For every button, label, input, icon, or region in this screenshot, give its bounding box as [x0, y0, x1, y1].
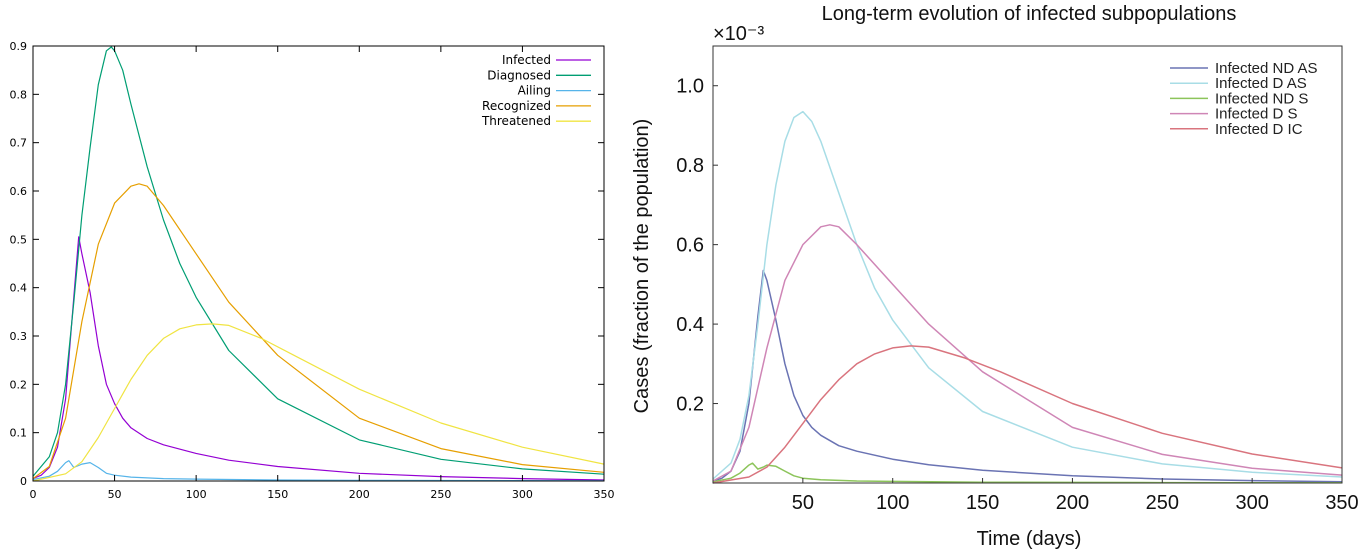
right-x-tick-label: 100	[876, 492, 909, 514]
right-series-line-infected-nd-s	[712, 462, 1343, 484]
right-legend-label-infected-d-as: Infected D AS	[1215, 75, 1307, 92]
right-x-tick-label: 300	[1235, 492, 1268, 514]
left-y-tick-label: 0	[20, 475, 27, 488]
left-y-tick-label: 0.3	[10, 330, 28, 343]
left-x-tick-label: 250	[430, 488, 451, 501]
right-y-tick-label: 0.4	[676, 314, 704, 336]
right-x-tick-label: 200	[1056, 492, 1089, 514]
left-legend-label-infected: Infected	[502, 53, 551, 67]
right-x-tick-label: 150	[966, 492, 999, 514]
left-series-line-ailing	[32, 460, 605, 482]
right-series-layer	[712, 110, 1343, 484]
left-axis-ticks: 0 50 100 150 200 250 300 350 0 0.1 0.2 0.3 0.4 0.5 0.6…	[10, 40, 615, 501]
right-y-tick-label: 0.6	[676, 235, 704, 257]
right-plot-frame	[712, 45, 1343, 484]
right-y-tick-label: 0.8	[676, 155, 704, 177]
left-y-tick-label: 0.9	[10, 40, 28, 53]
left-y-tick-label: 0.1	[10, 427, 28, 440]
right-legend-label-infected-nd-s: Infected ND S	[1215, 90, 1308, 107]
left-x-tick-label: 100	[186, 488, 207, 501]
right-y-axis-label: Cases (fraction of the population)	[631, 119, 653, 414]
left-x-tick-label: 0	[30, 488, 37, 501]
left-y-tick-label: 0.4	[10, 282, 28, 295]
right-legend-label-infected-nd-as: Infected ND AS	[1215, 60, 1318, 77]
right-y-tick-label: 1.0	[676, 76, 704, 98]
left-series-line-threatened	[32, 323, 605, 482]
left-y-tick-label: 0.2	[10, 378, 28, 391]
right-x-axis-label: Time (days)	[977, 528, 1082, 550]
right-axis-ticks: 50 100 150 200 250 300 350 0.2 0.4 0.6 0.8 1.0	[676, 76, 1359, 514]
right-x-tick-label: 350	[1325, 492, 1358, 514]
right-chart-title: Long-term evolution of infected subpopul…	[822, 3, 1237, 25]
left-x-tick-label: 50	[108, 488, 122, 501]
right-series-line-infected-d-ic	[712, 345, 1343, 484]
left-plot-frame	[32, 45, 605, 482]
right-series-line-infected-d-s	[712, 224, 1343, 482]
left-legend-label-threatened: Threatened	[481, 114, 551, 128]
left-x-tick-label: 200	[349, 488, 370, 501]
right-x-tick-label: 50	[792, 492, 814, 514]
left-x-tick-label: 300	[512, 488, 533, 501]
left-y-tick-label: 0.6	[10, 185, 28, 198]
left-legend-label-diagnosed: Diagnosed	[487, 68, 551, 82]
right-axis-multiplier: ×10⁻³	[713, 23, 764, 45]
left-legend-label-ailing: Ailing	[518, 84, 551, 98]
chart-infected-subpopulations-right: Long-term evolution of infected subpopul…	[631, 3, 1359, 550]
left-series-layer	[32, 46, 605, 482]
left-series-line-infected	[32, 236, 605, 481]
left-y-tick-label: 0.7	[10, 137, 28, 150]
left-x-tick-label: 350	[594, 488, 615, 501]
left-legend-label-recognized: Recognized	[482, 99, 551, 113]
right-legend-label-infected-d-ic: Infected D IC	[1215, 121, 1303, 138]
right-legend-label-infected-d-s: Infected D S	[1215, 106, 1298, 123]
left-series-line-recognized	[32, 183, 605, 480]
right-series-line-infected-d-as	[712, 110, 1343, 480]
left-y-tick-label: 0.5	[10, 233, 28, 246]
left-series-line-diagnosed	[32, 46, 605, 477]
left-x-tick-label: 150	[267, 488, 288, 501]
right-y-tick-label: 0.2	[676, 394, 704, 416]
right-series-line-infected-nd-as	[712, 269, 1343, 483]
chart-infected-populations-left: 0 50 100 150 200 250 300 350 0 0.1 0.2 0.3 0.4 0.5 0.6…	[10, 40, 615, 501]
right-x-tick-label: 250	[1146, 492, 1179, 514]
left-y-tick-label: 0.8	[10, 88, 28, 101]
